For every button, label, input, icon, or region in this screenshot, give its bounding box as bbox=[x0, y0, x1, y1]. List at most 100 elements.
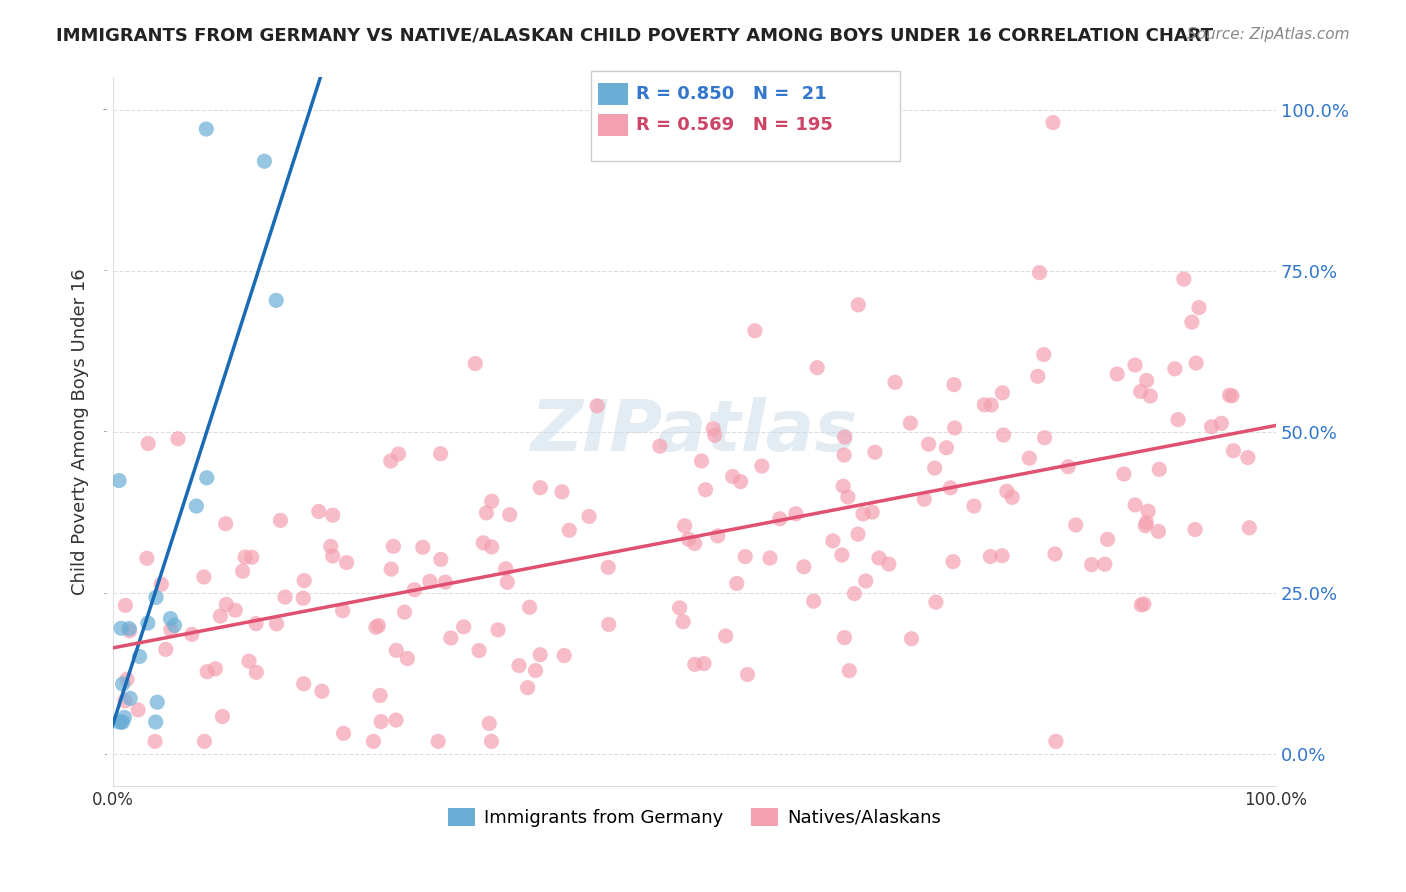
Point bbox=[111, 677, 134, 691]
Text: R = 0.569   N = 195: R = 0.569 N = 195 bbox=[636, 116, 832, 134]
Point bbox=[706, 529, 728, 543]
Point bbox=[683, 657, 706, 672]
Point bbox=[472, 536, 495, 550]
Point bbox=[803, 594, 825, 608]
Point bbox=[991, 385, 1014, 400]
Point bbox=[367, 618, 389, 632]
Point bbox=[387, 447, 409, 461]
Point bbox=[232, 564, 254, 578]
Point bbox=[939, 481, 962, 495]
Point bbox=[150, 577, 173, 591]
Point bbox=[963, 499, 986, 513]
Point bbox=[311, 684, 333, 698]
Point bbox=[832, 479, 855, 493]
Point bbox=[1167, 412, 1189, 426]
Point bbox=[429, 447, 451, 461]
Point bbox=[118, 624, 141, 638]
Point bbox=[195, 122, 218, 136]
Point bbox=[186, 499, 208, 513]
Point bbox=[1173, 272, 1195, 286]
Point bbox=[233, 550, 256, 565]
Point bbox=[1033, 431, 1056, 445]
Point bbox=[702, 422, 724, 436]
Point bbox=[980, 398, 1002, 412]
Point bbox=[385, 713, 408, 727]
Point bbox=[668, 600, 690, 615]
Point bbox=[678, 532, 700, 546]
Point bbox=[135, 551, 157, 566]
Point bbox=[868, 551, 890, 566]
Point bbox=[136, 436, 159, 450]
Point bbox=[529, 481, 551, 495]
Point bbox=[481, 734, 503, 748]
Point bbox=[127, 703, 149, 717]
Point bbox=[884, 376, 907, 390]
Point bbox=[1094, 558, 1116, 572]
Point bbox=[224, 603, 246, 617]
Point bbox=[193, 734, 215, 748]
Point bbox=[145, 591, 167, 605]
Point bbox=[396, 651, 419, 665]
Point bbox=[751, 458, 773, 473]
Point bbox=[430, 552, 453, 566]
Point bbox=[838, 664, 860, 678]
Point bbox=[900, 632, 922, 646]
Point bbox=[204, 662, 226, 676]
Point bbox=[468, 643, 491, 657]
Point bbox=[508, 658, 530, 673]
Point bbox=[253, 154, 276, 169]
Point bbox=[1028, 266, 1050, 280]
Point bbox=[1064, 518, 1087, 533]
Point bbox=[1239, 521, 1261, 535]
Point bbox=[308, 504, 330, 518]
Point bbox=[118, 622, 141, 636]
Point bbox=[1018, 451, 1040, 466]
Point bbox=[860, 505, 883, 519]
Point bbox=[1184, 523, 1206, 537]
Point bbox=[110, 621, 132, 635]
Point bbox=[734, 549, 756, 564]
Point bbox=[1185, 356, 1208, 370]
Point bbox=[160, 623, 183, 637]
Point bbox=[193, 570, 215, 584]
Point bbox=[744, 324, 766, 338]
Point bbox=[832, 448, 855, 462]
Point bbox=[368, 689, 391, 703]
Point bbox=[973, 398, 995, 412]
Point bbox=[167, 432, 190, 446]
Point bbox=[759, 551, 782, 566]
Point bbox=[370, 714, 392, 729]
Point bbox=[112, 710, 135, 724]
Point bbox=[912, 492, 935, 507]
Point bbox=[943, 421, 966, 435]
Point bbox=[942, 377, 965, 392]
Point bbox=[1147, 524, 1170, 539]
Point bbox=[319, 539, 342, 553]
Point bbox=[434, 575, 457, 590]
Point bbox=[834, 430, 856, 444]
Point bbox=[730, 475, 752, 489]
Point bbox=[1222, 443, 1244, 458]
Point bbox=[648, 439, 671, 453]
Point bbox=[924, 461, 946, 475]
Point bbox=[120, 691, 142, 706]
Point bbox=[1136, 374, 1159, 388]
Point bbox=[852, 507, 875, 521]
Point bbox=[1045, 734, 1067, 748]
Point bbox=[683, 536, 706, 550]
Point bbox=[578, 509, 600, 524]
Point bbox=[136, 616, 159, 631]
Point bbox=[1133, 597, 1156, 611]
Point bbox=[495, 562, 517, 576]
Point bbox=[1201, 419, 1223, 434]
Point bbox=[551, 484, 574, 499]
Point bbox=[145, 714, 167, 729]
Text: ZIPatlas: ZIPatlas bbox=[531, 398, 858, 467]
Point bbox=[1026, 369, 1049, 384]
Point bbox=[1001, 491, 1024, 505]
Point bbox=[598, 560, 620, 574]
Point bbox=[831, 548, 853, 562]
Point bbox=[322, 508, 344, 523]
Point bbox=[1057, 459, 1080, 474]
Point bbox=[1123, 498, 1146, 512]
